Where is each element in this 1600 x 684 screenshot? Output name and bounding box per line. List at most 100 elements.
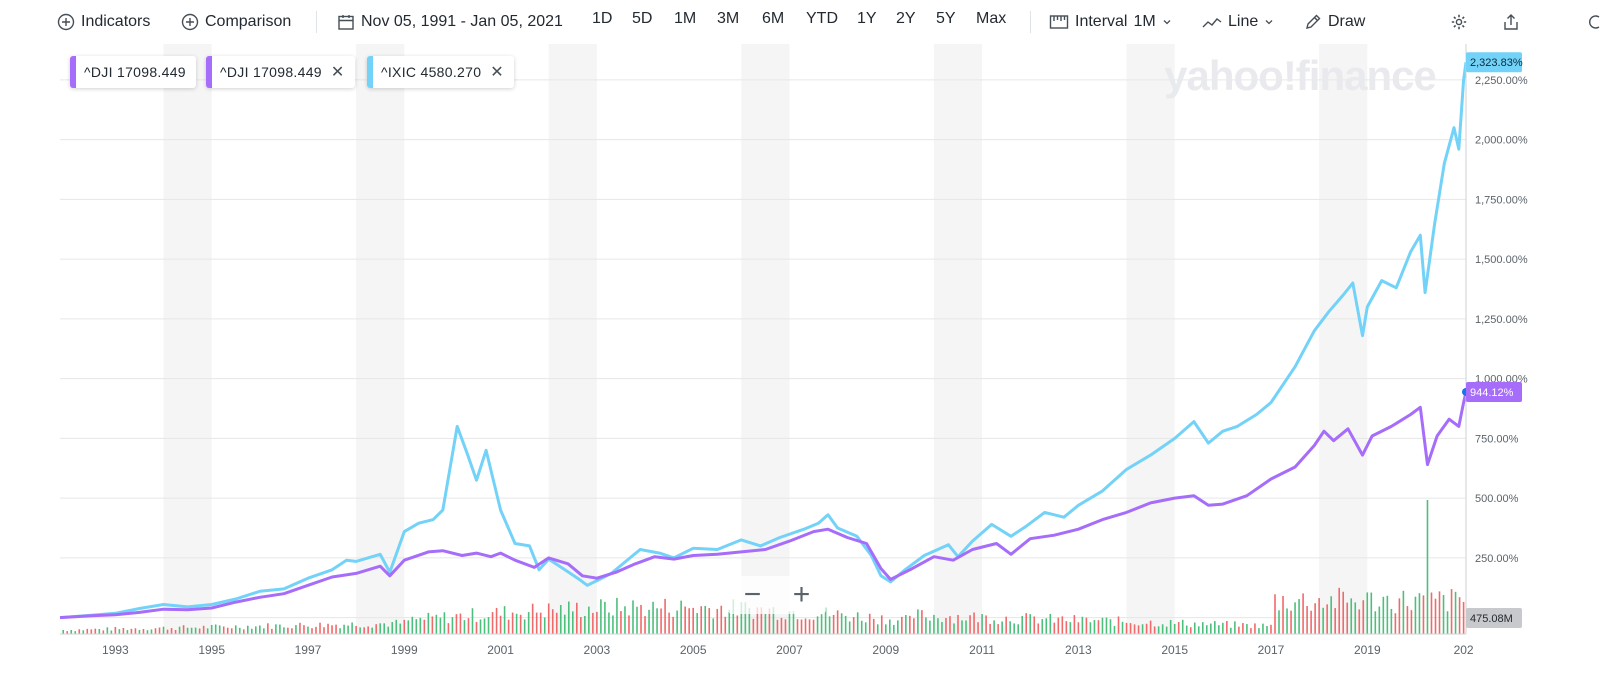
volume-bar <box>259 625 261 634</box>
volume-bar <box>1041 619 1044 634</box>
volume-bar <box>283 627 285 634</box>
volume-bar <box>1278 610 1280 634</box>
volume-bar <box>1310 610 1312 634</box>
volume-bar <box>539 612 542 634</box>
y-tick-label: 2,250.00% <box>1475 75 1528 87</box>
series-line-dji <box>59 391 1468 620</box>
volume-bar <box>1149 620 1152 634</box>
volume-bar <box>1005 616 1007 634</box>
volume-bar <box>1326 604 1328 634</box>
volume-bar <box>271 628 273 634</box>
range-1y[interactable]: 1Y <box>857 10 877 27</box>
range-5y[interactable]: 5Y <box>936 10 956 27</box>
y-tick-label: 1,500.00% <box>1475 254 1528 266</box>
settings-button[interactable] <box>1450 10 1468 34</box>
x-tick-label: 2017 <box>1258 643 1285 657</box>
volume-bar <box>1081 616 1084 634</box>
volume-bar <box>913 618 915 634</box>
volume-bar <box>700 606 703 634</box>
volume-bar <box>1189 627 1192 634</box>
volume-bar <box>479 619 482 634</box>
volume-bar <box>451 617 454 634</box>
volume-bar <box>563 614 566 634</box>
comparison-button[interactable]: Comparison <box>181 10 291 34</box>
calendar-icon <box>338 15 354 30</box>
share-button[interactable] <box>1502 10 1520 34</box>
volume-bar <box>1173 623 1176 634</box>
range-5d[interactable]: 5D <box>632 10 653 27</box>
volume-bar <box>1382 596 1385 634</box>
volume-bar <box>740 602 743 634</box>
range-1d[interactable]: 1D <box>592 10 613 27</box>
legend-chip-dji-2[interactable]: ^DJI 17098.449 ✕ <box>206 56 355 88</box>
volume-bar <box>222 626 225 634</box>
gear-icon <box>1451 14 1467 30</box>
volume-bar <box>411 616 414 634</box>
legend-chip-ixic[interactable]: ^IXIC 4580.270 ✕ <box>367 56 515 88</box>
volume-bar <box>483 618 486 634</box>
volume-bar <box>1386 595 1389 634</box>
range-ytd[interactable]: YTD <box>806 10 838 27</box>
volume-bar <box>1222 622 1224 634</box>
date-range-picker[interactable]: Nov 05, 1991 - Jan 05, 2021 <box>337 10 563 34</box>
line-chart-icon <box>1202 18 1222 28</box>
year-band <box>1126 44 1175 634</box>
volume-bar <box>1390 608 1393 634</box>
volume-bar <box>632 600 634 634</box>
volume-bar <box>267 623 269 634</box>
volume-bar <box>246 625 249 634</box>
zoom-in-button[interactable]: + <box>792 578 811 611</box>
interval-dropdown[interactable]: Interval 1M <box>1049 10 1172 34</box>
volume-bar <box>158 627 161 634</box>
zoom-out-button[interactable]: − <box>743 578 762 611</box>
reset-button[interactable] <box>1588 10 1600 34</box>
volume-bar <box>905 615 907 634</box>
volume-bar <box>764 613 767 634</box>
volume-bar <box>98 628 101 634</box>
volume-bar <box>1370 592 1373 634</box>
volume-bar <box>1350 598 1353 634</box>
x-tick-label: 2011 <box>969 643 995 657</box>
range-2y[interactable]: 2Y <box>896 10 916 27</box>
volume-bar <box>234 625 237 634</box>
indicators-button[interactable]: Indicators <box>57 10 150 34</box>
y-tick-label: 2,000.00% <box>1475 135 1528 147</box>
volume-bar <box>897 620 899 634</box>
volume-bar <box>90 629 93 634</box>
volume-bar <box>555 612 558 634</box>
volume-bar <box>580 617 582 634</box>
volume-bar <box>226 627 229 634</box>
volume-bar <box>1129 623 1132 634</box>
volume-bar <box>491 612 494 634</box>
legend-chip-dji-1[interactable]: ^DJI 17098.449 <box>70 56 196 88</box>
range-6m[interactable]: 6M <box>762 10 785 27</box>
volume-bar <box>198 628 201 634</box>
pencil-icon <box>1306 14 1321 29</box>
y-tick-label: 500.00% <box>1475 493 1519 505</box>
close-icon[interactable]: ✕ <box>490 64 505 81</box>
volume-bar <box>1125 622 1128 634</box>
volume-bar <box>1282 595 1284 634</box>
volume-bar <box>110 630 113 634</box>
range-1m[interactable]: 1M <box>674 10 697 27</box>
toolbar-divider <box>316 11 317 33</box>
volume-bar <box>1430 592 1433 634</box>
volume-bar <box>1418 593 1421 634</box>
volume-bar <box>1049 613 1052 634</box>
x-tick-label: 2001 <box>487 643 514 657</box>
volume-bar <box>1185 625 1188 634</box>
volume-bar <box>1462 601 1465 634</box>
volume-bar <box>1077 622 1080 634</box>
volume-bar <box>680 600 682 634</box>
volume-bar <box>419 617 422 634</box>
volume-bar <box>724 616 727 634</box>
chart-type-dropdown[interactable]: Line <box>1202 10 1274 34</box>
draw-button[interactable]: Draw <box>1304 10 1365 34</box>
volume-bar <box>780 617 783 634</box>
range-max[interactable]: Max <box>976 10 1007 27</box>
volume-bar <box>431 616 434 634</box>
close-icon[interactable]: ✕ <box>330 64 345 81</box>
volume-bar <box>82 630 85 634</box>
y-tick-label: 750.00% <box>1475 433 1519 445</box>
range-3m[interactable]: 3M <box>717 10 740 27</box>
